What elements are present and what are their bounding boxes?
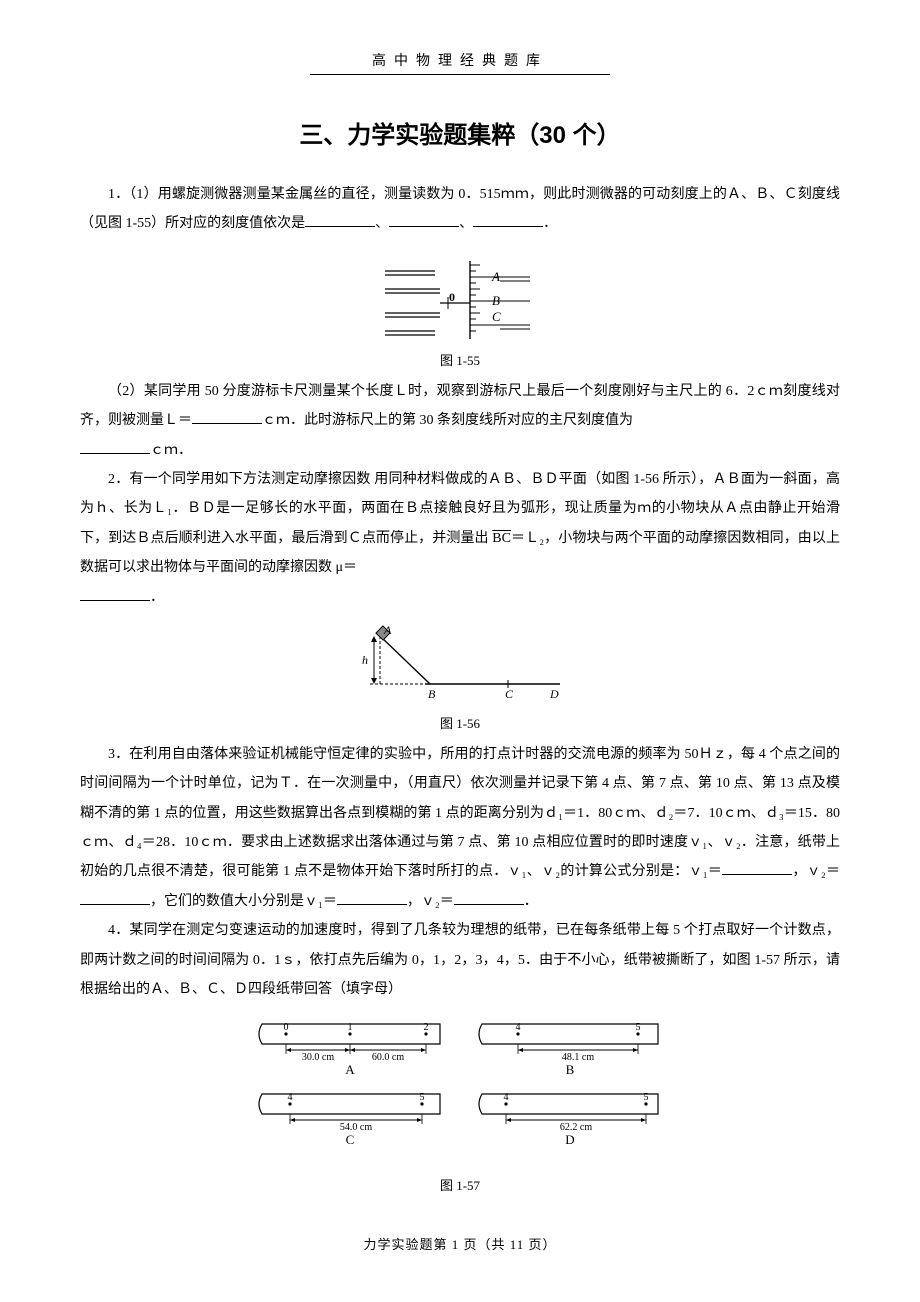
bc-overbar: BC xyxy=(492,531,511,546)
svg-text:4: 4 xyxy=(504,1092,509,1103)
question-1-1: 1．（1）用螺旋测微器测量某金属丝的直径，测量读数为 0．515ｍｍ，则此时测微… xyxy=(80,180,840,239)
blank xyxy=(192,409,262,424)
figure-1-57-caption: 图 1-57 xyxy=(80,1175,840,1194)
svg-text:1: 1 xyxy=(348,1022,353,1033)
question-2-cont: ． xyxy=(80,583,840,612)
figure-1-56: A h B C D 图 1-56 xyxy=(80,624,840,732)
blank xyxy=(473,212,543,227)
figure-1-57: 0 1 2 30.0 cm 60.0 cm A 4 xyxy=(80,1016,840,1194)
micrometer-diagram: 0 A B xyxy=(380,251,540,341)
page-title: 三、力学实验题集粹（30 个） xyxy=(80,115,840,150)
sep: 、 xyxy=(459,216,473,231)
blank xyxy=(337,890,407,905)
svg-text:5: 5 xyxy=(636,1022,641,1033)
svg-text:4: 4 xyxy=(288,1092,293,1103)
page: 高中物理经典题库 三、力学实验题集粹（30 个） 1．（1）用螺旋测微器测量某金… xyxy=(0,0,920,1293)
q4-text-a: 4．某同学在测定匀变速运动的加速度时，得到了几条较为理想的纸带，已在每条纸带上每… xyxy=(80,923,840,997)
q3-text-e: ． xyxy=(524,894,538,909)
q3-text-d: ，ｖ₂＝ xyxy=(407,894,454,909)
incline-diagram: A h B C D xyxy=(350,624,570,704)
blank xyxy=(80,890,150,905)
svg-text:5: 5 xyxy=(420,1092,425,1103)
blank xyxy=(80,439,150,454)
svg-text:60.0 cm: 60.0 cm xyxy=(372,1052,404,1063)
blank xyxy=(305,212,375,227)
q1b-text-b: ｃｍ．此时游标尺上的第 30 条刻度线所对应的主尺刻度值为 xyxy=(262,413,633,428)
label-h: h xyxy=(362,653,368,667)
figure-1-55-caption: 图 1-55 xyxy=(80,350,840,369)
blank xyxy=(389,212,459,227)
svg-text:2: 2 xyxy=(424,1022,429,1033)
svg-text:B: B xyxy=(566,1062,575,1077)
svg-text:5: 5 xyxy=(644,1092,649,1103)
tape-diagram: 0 1 2 30.0 cm 60.0 cm A 4 xyxy=(250,1016,670,1166)
question-1-2: （2）某同学用 50 分度游标卡尺测量某个长度Ｌ时，观察到游标尺上最后一个刻度刚… xyxy=(80,377,840,436)
figure-1-56-caption: 图 1-56 xyxy=(80,713,840,732)
question-1-2-cont: ｃｍ． xyxy=(80,436,840,465)
label-c: C xyxy=(492,309,501,324)
zero-label: 0 xyxy=(449,290,455,304)
blank xyxy=(80,586,150,601)
svg-text:A: A xyxy=(345,1062,355,1077)
question-4: 4．某同学在测定匀变速运动的加速度时，得到了几条较为理想的纸带，已在每条纸带上每… xyxy=(80,916,840,1004)
tape-c: 4 5 54.0 cm C xyxy=(259,1092,440,1147)
page-header: 高中物理经典题库 xyxy=(310,50,610,75)
q2-tail: ． xyxy=(150,590,164,605)
label-a: A xyxy=(383,624,392,637)
label-b: B xyxy=(428,687,436,701)
question-3: 3．在利用自由落体来验证机械能守恒定律的实验中，所用的打点计时器的交流电源的频率… xyxy=(80,740,840,916)
svg-text:4: 4 xyxy=(516,1022,521,1033)
blank xyxy=(722,860,792,875)
svg-text:C: C xyxy=(346,1132,355,1147)
svg-text:D: D xyxy=(565,1132,574,1147)
label-d: D xyxy=(549,687,559,701)
sep: 、 xyxy=(375,216,389,231)
page-footer: 力学实验题第 1 页（共 11 页） xyxy=(80,1234,840,1253)
blank xyxy=(454,890,524,905)
svg-text:0: 0 xyxy=(284,1022,289,1033)
svg-text:30.0 cm: 30.0 cm xyxy=(302,1052,334,1063)
label-c: C xyxy=(505,687,514,701)
q3-text-b: ，ｖ₂＝ xyxy=(792,864,840,879)
tail: ． xyxy=(543,216,557,231)
question-2: 2．有一个同学用如下方法测定动摩擦因数 用同种材料做成的ＡＢ、ＢＤ平面（如图 1… xyxy=(80,465,840,583)
q1b-text-c: ｃｍ． xyxy=(150,443,192,458)
tape-b: 4 5 48.1 cm B xyxy=(479,1022,658,1077)
q3-text-c: ，它们的数值大小分别是ｖ₁＝ xyxy=(150,894,337,909)
tape-d: 4 5 62.2 cm D xyxy=(479,1092,658,1147)
tape-a: 0 1 2 30.0 cm 60.0 cm A xyxy=(259,1022,440,1077)
figure-1-55: 0 A B xyxy=(80,251,840,369)
